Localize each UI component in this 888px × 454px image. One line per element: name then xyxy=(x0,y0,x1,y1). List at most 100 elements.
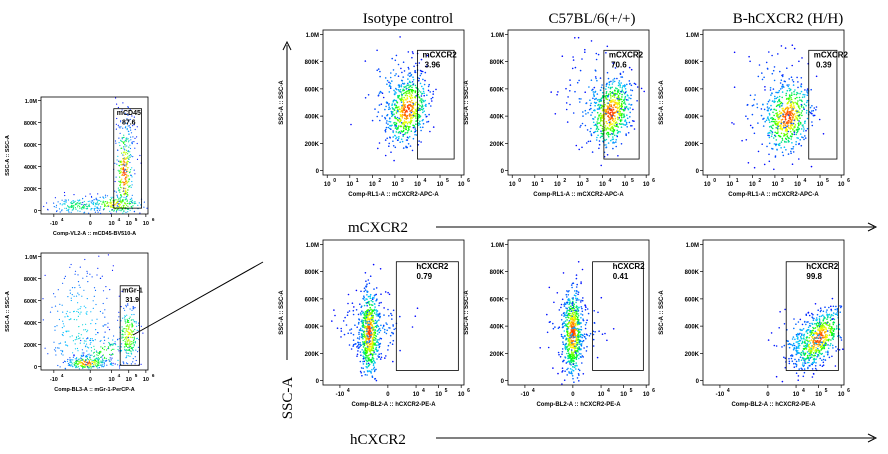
data-point xyxy=(81,364,83,366)
data-point xyxy=(774,123,777,125)
data-point xyxy=(78,326,80,328)
data-point xyxy=(566,328,569,331)
data-point xyxy=(798,105,800,107)
data-point xyxy=(566,309,569,312)
data-point xyxy=(589,104,592,107)
data-point xyxy=(424,113,427,116)
data-point xyxy=(67,209,69,211)
data-point xyxy=(54,326,56,328)
data-point xyxy=(601,333,604,336)
data-point xyxy=(576,283,578,286)
data-point xyxy=(129,147,132,150)
data-point xyxy=(354,343,356,345)
data-point xyxy=(140,363,142,365)
data-point xyxy=(109,210,111,212)
data-point xyxy=(102,366,104,368)
data-point xyxy=(396,139,399,141)
data-point xyxy=(565,102,568,104)
data-point xyxy=(575,301,577,304)
data-point xyxy=(140,204,142,206)
data-point xyxy=(601,125,604,128)
data-point xyxy=(368,325,371,328)
data-point xyxy=(129,127,131,129)
data-point xyxy=(600,97,603,99)
data-point xyxy=(365,298,367,300)
data-point xyxy=(363,333,366,335)
data-point xyxy=(616,88,618,90)
data-point xyxy=(121,178,123,180)
data-point xyxy=(361,335,364,337)
data-point xyxy=(372,331,375,334)
data-point xyxy=(365,315,368,318)
x-tick-label: 10 xyxy=(109,377,115,383)
data-point xyxy=(402,100,405,103)
data-point xyxy=(383,307,385,309)
data-point xyxy=(67,358,69,361)
data-point xyxy=(367,315,370,317)
data-point xyxy=(120,140,122,142)
data-point xyxy=(751,104,754,107)
data-point xyxy=(609,129,612,131)
data-point xyxy=(773,108,775,111)
data-point xyxy=(610,108,612,110)
data-point xyxy=(369,297,372,300)
data-point xyxy=(64,207,66,209)
data-point xyxy=(128,203,130,205)
data-point xyxy=(70,297,72,299)
data-point xyxy=(129,355,131,357)
data-point xyxy=(371,312,373,314)
data-point xyxy=(787,114,790,116)
data-point xyxy=(351,302,354,305)
data-point xyxy=(618,130,620,133)
data-point xyxy=(137,204,139,206)
data-point xyxy=(121,329,123,331)
data-point xyxy=(605,88,607,90)
data-point xyxy=(124,152,126,154)
data-point xyxy=(377,147,379,150)
data-point xyxy=(367,295,370,298)
y-tick-label: 800K xyxy=(490,60,505,66)
data-point xyxy=(800,77,803,79)
data-point xyxy=(104,203,106,205)
data-point xyxy=(410,115,413,117)
data-point xyxy=(123,157,125,159)
data-point xyxy=(131,348,133,350)
data-point xyxy=(101,347,104,350)
data-point xyxy=(118,200,120,202)
data-point xyxy=(786,131,788,133)
data-point xyxy=(593,109,595,112)
data-point xyxy=(65,201,67,203)
data-point xyxy=(554,113,557,115)
data-point xyxy=(622,91,625,93)
data-point xyxy=(419,105,421,107)
data-point xyxy=(790,76,793,78)
data-point xyxy=(798,158,800,160)
data-point xyxy=(365,280,367,283)
data-point xyxy=(358,333,360,336)
data-point xyxy=(125,172,127,174)
data-point xyxy=(592,333,595,336)
data-point xyxy=(773,79,776,82)
data-point xyxy=(570,310,573,313)
data-point xyxy=(765,119,768,122)
data-point xyxy=(353,306,355,308)
data-point xyxy=(370,372,373,374)
data-point xyxy=(124,181,126,184)
data-point xyxy=(806,127,809,130)
data-point xyxy=(781,87,783,89)
data-point xyxy=(769,109,772,111)
data-point xyxy=(130,129,132,131)
data-point xyxy=(131,324,133,326)
data-point xyxy=(58,318,61,321)
data-point xyxy=(128,331,130,333)
data-point xyxy=(84,360,86,362)
data-point xyxy=(391,113,394,116)
data-point xyxy=(128,158,130,160)
data-point xyxy=(384,291,387,293)
data-point xyxy=(127,324,129,326)
data-point xyxy=(787,98,790,101)
data-point xyxy=(408,72,411,75)
data-point xyxy=(129,161,131,164)
data-point xyxy=(568,354,571,357)
